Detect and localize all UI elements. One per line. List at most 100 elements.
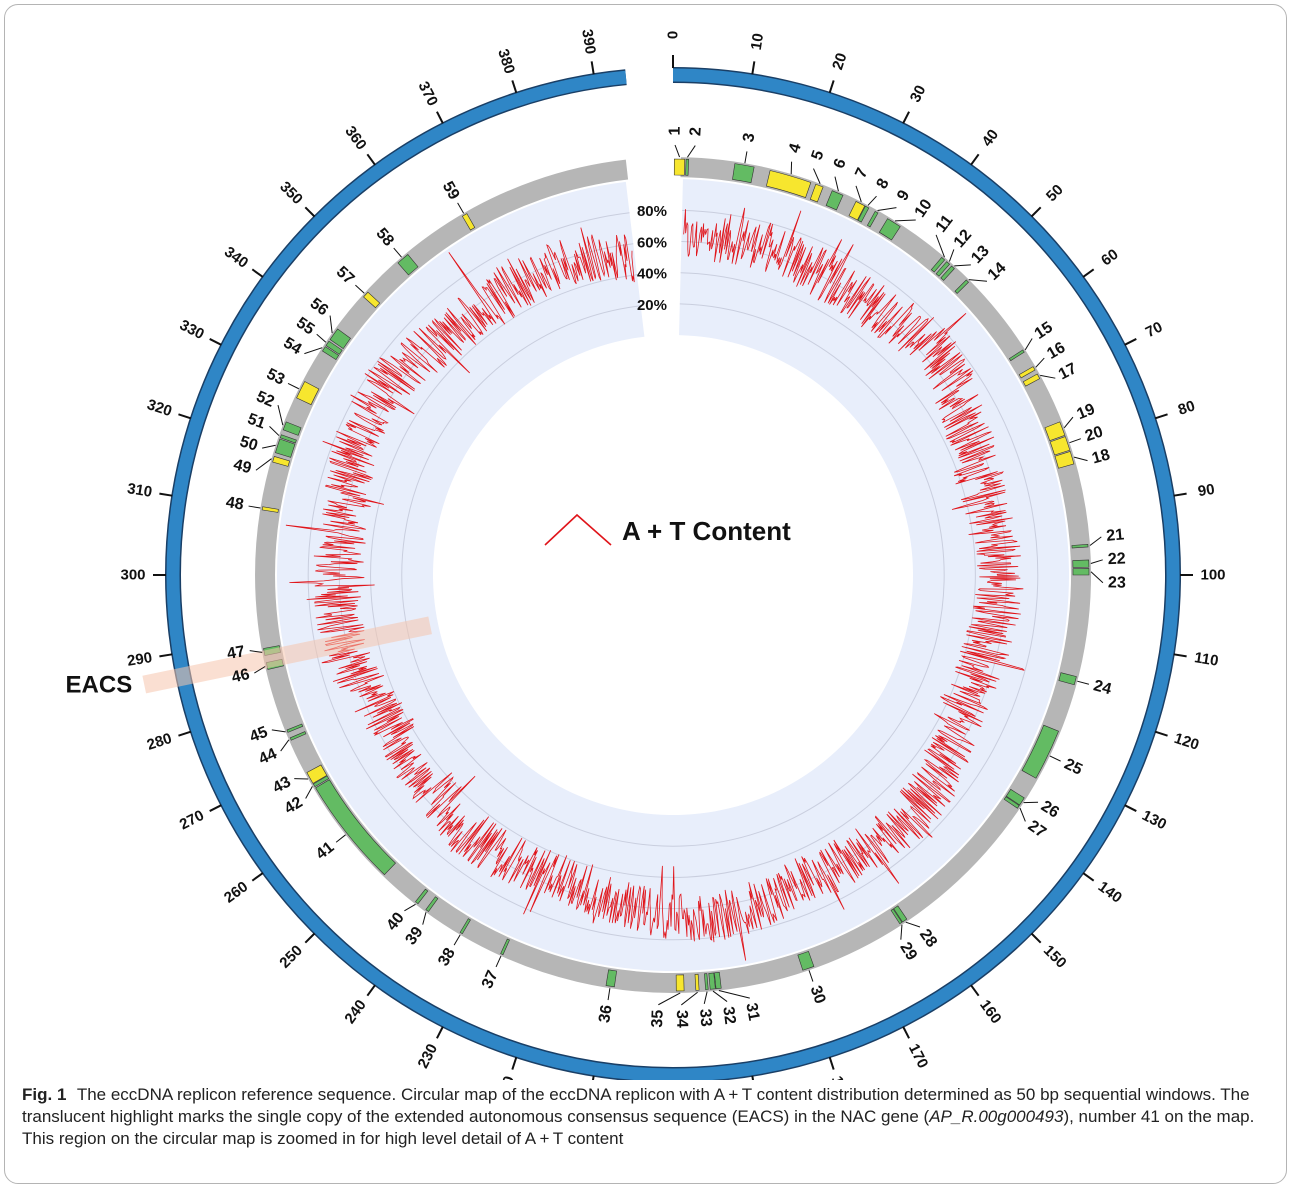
feature-leader xyxy=(355,285,364,293)
scale-tick-label: 340 xyxy=(221,243,251,271)
scale-tick xyxy=(1155,414,1167,418)
feature-label: 28 xyxy=(916,926,940,950)
scale-tick-label: 20 xyxy=(829,51,850,72)
scale-tick xyxy=(1174,654,1187,656)
scale-tick-label: 380 xyxy=(494,47,518,76)
scale-tick-label: 90 xyxy=(1197,481,1216,500)
scale-tick xyxy=(830,1057,834,1069)
feature-label: 24 xyxy=(1092,677,1114,698)
feature-label: 15 xyxy=(1032,319,1056,343)
feature-label: 56 xyxy=(307,295,332,319)
feature-label: 14 xyxy=(985,259,1010,284)
feature-leader xyxy=(906,922,920,927)
feature-label: 59 xyxy=(439,179,463,203)
scale-tick-label: 270 xyxy=(177,807,207,834)
scale-tick xyxy=(305,207,314,216)
feature-label: 34 xyxy=(673,1010,690,1028)
scale-tick xyxy=(210,339,222,345)
feature-22 xyxy=(1073,560,1089,567)
feature-leader xyxy=(496,956,501,967)
scale-tick xyxy=(1155,732,1167,736)
scale-tick xyxy=(305,934,314,943)
caption-figure-label: Fig. 1 xyxy=(22,1085,66,1104)
feature-leader xyxy=(281,740,289,751)
feature-leader xyxy=(675,145,680,157)
feature-label: 18 xyxy=(1090,446,1112,467)
feature-leader xyxy=(704,992,707,1004)
feature-leader xyxy=(1050,756,1061,761)
scale-tick xyxy=(1032,207,1041,216)
scale-tick-label: 390 xyxy=(578,28,599,55)
scale-tick-label: 320 xyxy=(145,396,174,420)
scale-tick-label: 360 xyxy=(341,123,369,153)
scale-tick-label: 350 xyxy=(276,178,306,208)
feature-label: 39 xyxy=(402,924,426,948)
scale-tick xyxy=(210,805,222,811)
at-axis-label: 40% xyxy=(637,266,667,283)
scale-tick-label: 50 xyxy=(1043,181,1067,205)
scale-tick-label: 120 xyxy=(1172,730,1201,754)
scale-tick xyxy=(752,61,754,74)
at-axis-label: 80% xyxy=(637,203,667,220)
feature-leader xyxy=(835,177,838,191)
scale-tick-label: 250 xyxy=(276,942,306,972)
feature-leader xyxy=(262,445,276,448)
scale-tick xyxy=(252,269,263,277)
legend-label: A + T Content xyxy=(622,516,791,546)
feature-label: 57 xyxy=(333,263,358,288)
feature-leader xyxy=(336,835,345,842)
feature-35 xyxy=(676,975,684,991)
scale-tick xyxy=(512,80,516,92)
scale-tick-label: 30 xyxy=(907,83,930,106)
feature-label: 45 xyxy=(247,724,270,746)
feature-label: 29 xyxy=(896,940,920,964)
scale-tick xyxy=(437,1027,443,1039)
feature-label: 25 xyxy=(1062,756,1085,779)
scale-tick xyxy=(830,80,834,92)
feature-label: 42 xyxy=(282,794,306,818)
feature-leader xyxy=(278,405,283,425)
scale-tick xyxy=(367,154,375,165)
feature-leader xyxy=(895,220,916,221)
scale-tick xyxy=(178,414,190,418)
feature-leader xyxy=(969,280,987,282)
feature-leader xyxy=(745,151,747,163)
feature-label: 16 xyxy=(1044,339,1068,363)
scale-tick-label: 310 xyxy=(126,480,153,501)
feature-label: 40 xyxy=(383,909,407,934)
scale-tick-label: 170 xyxy=(905,1041,932,1071)
feature-leader xyxy=(658,993,680,1005)
scale-tick-label: 330 xyxy=(177,317,207,344)
scale-tick xyxy=(512,1057,516,1069)
feature-label: 13 xyxy=(968,242,993,267)
feature-label: 9 xyxy=(894,187,913,204)
feature-leader xyxy=(681,992,697,1005)
scale-tick xyxy=(159,494,172,496)
feature-label: 21 xyxy=(1106,526,1125,545)
feature-leader xyxy=(394,248,402,257)
feature-leader xyxy=(687,146,695,158)
scale-tick xyxy=(437,112,443,124)
feature-leader xyxy=(1091,560,1103,564)
at-axis-label: 20% xyxy=(637,297,667,314)
feature-label: 23 xyxy=(1108,574,1126,591)
feature-1 xyxy=(674,159,685,175)
scale-tick-label: 60 xyxy=(1098,246,1121,270)
at-content-track xyxy=(277,179,1069,971)
feature-leader xyxy=(878,208,897,211)
feature-label: 7 xyxy=(852,165,871,180)
scale-tick xyxy=(1125,805,1137,811)
feature-leader xyxy=(901,925,902,940)
feature-label: 6 xyxy=(831,156,850,171)
feature-label: 26 xyxy=(1038,798,1062,822)
scale-tick-label: 220 xyxy=(494,1074,518,1080)
feature-label: 50 xyxy=(238,433,260,455)
scale-tick-label: 130 xyxy=(1139,807,1169,834)
scale-tick xyxy=(1032,934,1041,943)
feature-leader xyxy=(1040,375,1055,378)
feature-label: 31 xyxy=(742,1002,762,1023)
feature-label: 30 xyxy=(807,984,829,1006)
feature-label: 51 xyxy=(245,411,268,433)
eacs-label: EACS xyxy=(66,672,133,699)
feature-label: 27 xyxy=(1025,817,1049,841)
